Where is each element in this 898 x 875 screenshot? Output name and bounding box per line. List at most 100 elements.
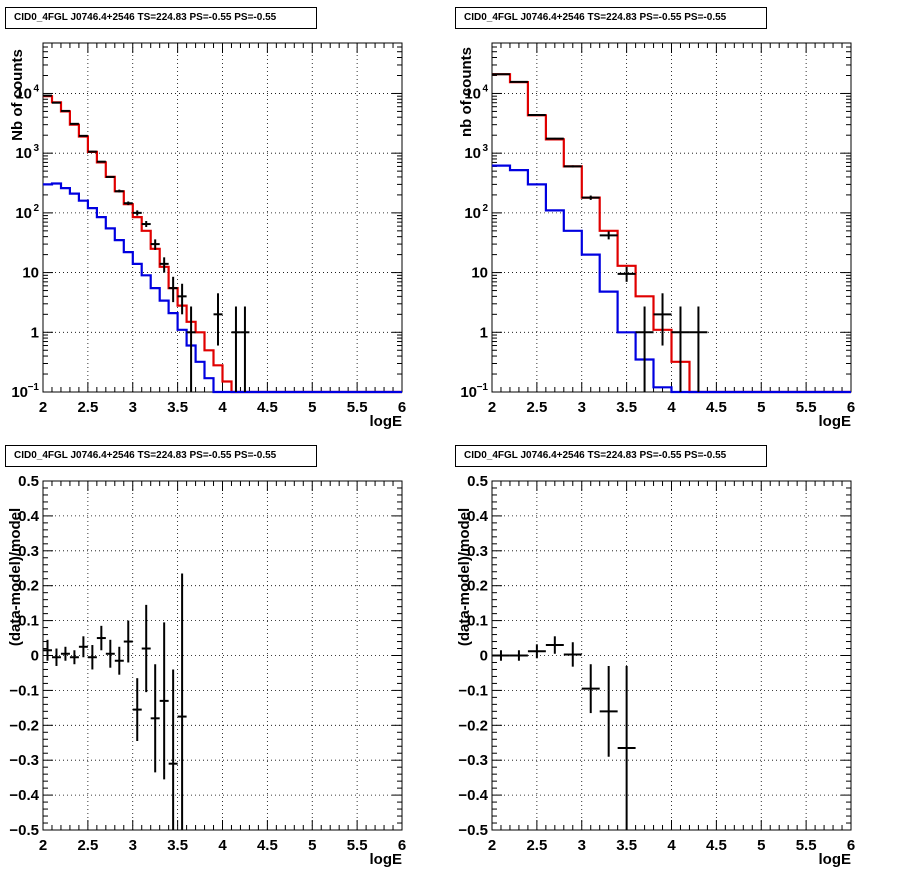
y-tick-exponent: 2 [33, 203, 39, 214]
x-tick-label: 4 [667, 399, 676, 416]
y-tick-label: −0.4 [458, 787, 488, 804]
y-tick-label: −0.3 [9, 752, 39, 769]
data-point [43, 94, 52, 97]
y-tick-label: 0.3 [467, 543, 488, 560]
data-point [78, 636, 88, 658]
x-tick-label: 5 [308, 399, 316, 416]
x-tick-label: 3.5 [616, 837, 637, 854]
panel-title: CID0_4FGL J0746.4+2546 TS=224.83 PS=-0.5… [455, 7, 767, 29]
data-point [141, 604, 151, 693]
x-tick-label: 3 [578, 837, 586, 854]
y-tick-exponent: 3 [33, 143, 39, 154]
y-tick-label: −0.1 [9, 682, 39, 699]
data-point [599, 231, 618, 240]
panel-title: CID0_4FGL J0746.4+2546 TS=224.83 PS=-0.5… [455, 445, 767, 467]
x-tick-label: 5 [757, 399, 765, 416]
data-point [581, 195, 600, 200]
data-point [105, 639, 115, 668]
x-axis-title: logE [819, 851, 852, 868]
x-tick-label: 5 [757, 837, 765, 854]
y-tick-label: 1 [480, 324, 488, 341]
data-point [159, 622, 169, 780]
x-tick-label: 3 [129, 837, 137, 854]
y-axis-title: (data-model)/model [7, 508, 24, 646]
x-tick-label: 2 [488, 399, 496, 416]
x-tick-label: 5.5 [347, 399, 368, 416]
y-tick-label: −0.4 [9, 787, 39, 804]
x-tick-label: 2.5 [526, 399, 547, 416]
data-point [132, 678, 142, 742]
y-tick-label: 0.5 [467, 473, 488, 490]
x-tick-label: 2.5 [526, 837, 547, 854]
x-axis-title: logE [370, 851, 403, 868]
x-tick-label: 6 [847, 399, 855, 416]
x-tick-label: 5.5 [347, 837, 368, 854]
data-point [78, 134, 88, 137]
y-tick-exponent: −1 [28, 382, 40, 393]
y-tick-label: −0.1 [458, 682, 488, 699]
y-tick-exponent: 3 [482, 143, 488, 154]
plot-frame [491, 480, 852, 831]
x-tick-label: 5.5 [796, 399, 817, 416]
x-tick-label: 3.5 [616, 399, 637, 416]
data-point [213, 293, 223, 346]
data-point [509, 80, 528, 83]
data-point [177, 573, 187, 830]
model-component-histogram [43, 182, 402, 394]
plot-frame [42, 480, 403, 831]
x-tick-label: 3.5 [167, 399, 188, 416]
y-tick-label: −0.2 [458, 717, 488, 734]
y-tick-label: 0.2 [18, 578, 39, 595]
data-point [545, 137, 564, 140]
data-point [150, 239, 160, 250]
y-tick-label: 0.4 [467, 508, 489, 525]
y-tick-label: 10 [22, 265, 39, 282]
y-tick-label: 10 [464, 85, 481, 102]
y-tick-label: 0.2 [467, 578, 488, 595]
data-point [60, 109, 70, 112]
data-point [545, 636, 564, 654]
y-tick-label: 10 [471, 265, 488, 282]
data-point [527, 644, 546, 659]
y-tick-label: 0.4 [18, 508, 40, 525]
y-tick-label: 10 [15, 145, 32, 162]
y-tick-label: 1 [31, 324, 39, 341]
data-point [141, 221, 151, 228]
data-point [563, 165, 582, 168]
x-tick-label: 4 [218, 837, 227, 854]
x-axis-title: logE [370, 413, 403, 430]
panel-title: CID0_4FGL J0746.4+2546 TS=224.83 PS=-0.5… [5, 445, 317, 467]
x-axis-title: logE [819, 413, 852, 430]
data-point [527, 114, 546, 117]
data-point [168, 276, 178, 303]
data-point [51, 101, 61, 104]
data-point [563, 642, 582, 667]
x-tick-label: 4.5 [257, 399, 278, 416]
y-tick-label: −0.5 [458, 822, 488, 839]
data-point [105, 175, 115, 178]
x-tick-label: 6 [847, 837, 855, 854]
data-point [231, 306, 241, 392]
y-tick-label: 10 [464, 145, 481, 162]
y-tick-label: −0.5 [9, 822, 39, 839]
x-tick-label: 6 [398, 837, 406, 854]
x-tick-label: 4.5 [706, 399, 727, 416]
y-tick-label: 0 [480, 648, 488, 665]
x-tick-label: 3 [578, 399, 586, 416]
data-point [60, 646, 70, 661]
x-tick-label: 2.5 [77, 837, 98, 854]
x-tick-label: 3.5 [167, 837, 188, 854]
x-tick-label: 6 [398, 399, 406, 416]
data-point [581, 664, 600, 714]
y-tick-exponent: 4 [33, 83, 39, 94]
data-point [492, 650, 510, 661]
y-tick-label: −0.2 [9, 717, 39, 734]
data-point [671, 306, 690, 392]
y-tick-label: 10 [11, 384, 28, 401]
x-tick-label: 5.5 [796, 837, 817, 854]
y-tick-label: 0.1 [467, 613, 488, 630]
data-point [43, 639, 52, 661]
data-point [617, 665, 636, 830]
